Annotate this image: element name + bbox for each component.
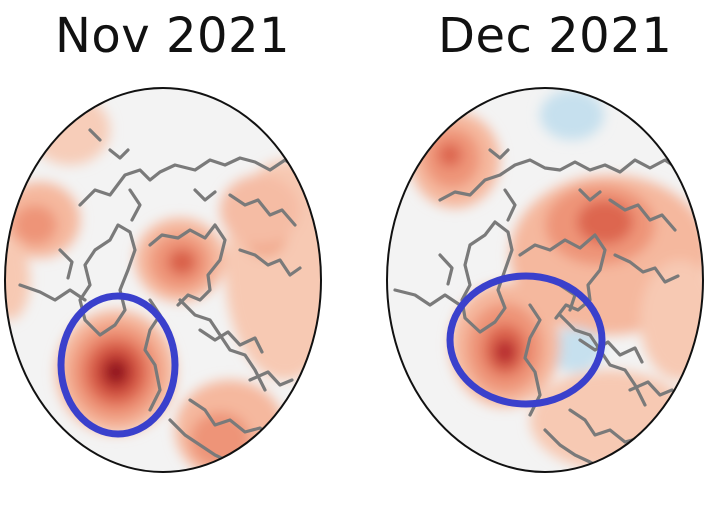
map-panel-dec-2021 — [386, 87, 704, 473]
map-frame — [4, 87, 322, 473]
map-frame — [386, 87, 704, 473]
coastlines — [18, 128, 302, 464]
highlight-circle — [57, 292, 179, 438]
panel-title-nov-2021: Nov 2021 — [55, 8, 291, 64]
panel-title-dec-2021: Dec 2021 — [438, 8, 673, 64]
highlight-circle — [446, 272, 606, 408]
map-panel-nov-2021 — [4, 87, 322, 473]
